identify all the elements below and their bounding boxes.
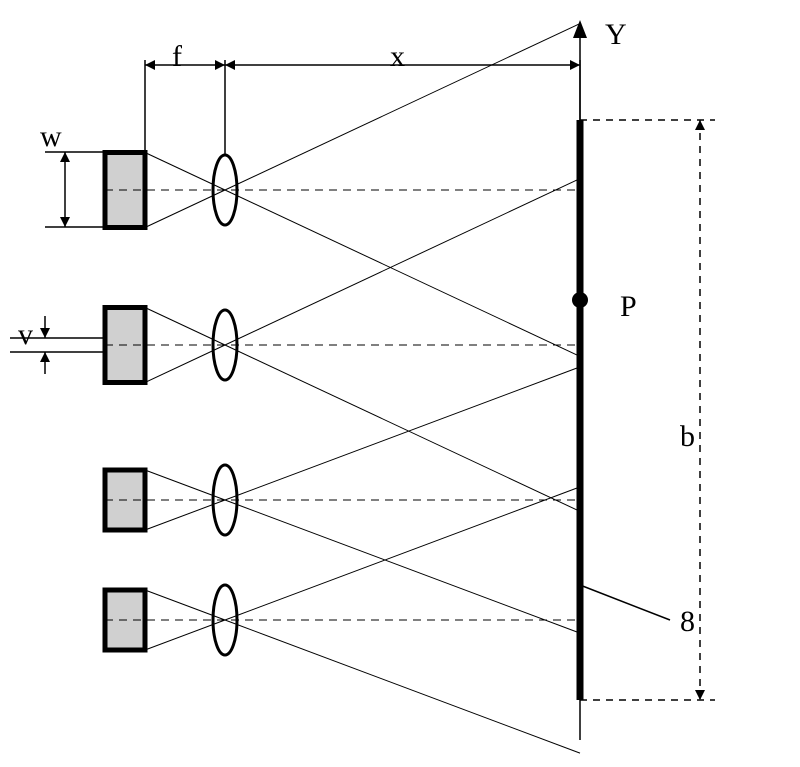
dim-w-label: w: [40, 120, 62, 154]
dim-f-label: f: [172, 40, 182, 74]
dim-v-label: v: [18, 318, 33, 352]
diagram-canvas: Y f x w v b P 8: [0, 0, 800, 767]
dim-b-label: b: [680, 420, 695, 454]
axis-y-label: Y: [605, 18, 627, 52]
ref-8-label: 8: [680, 605, 695, 639]
point-p-label: P: [620, 290, 637, 324]
diagram-svg: [0, 0, 800, 767]
dim-x-label: x: [390, 40, 405, 74]
